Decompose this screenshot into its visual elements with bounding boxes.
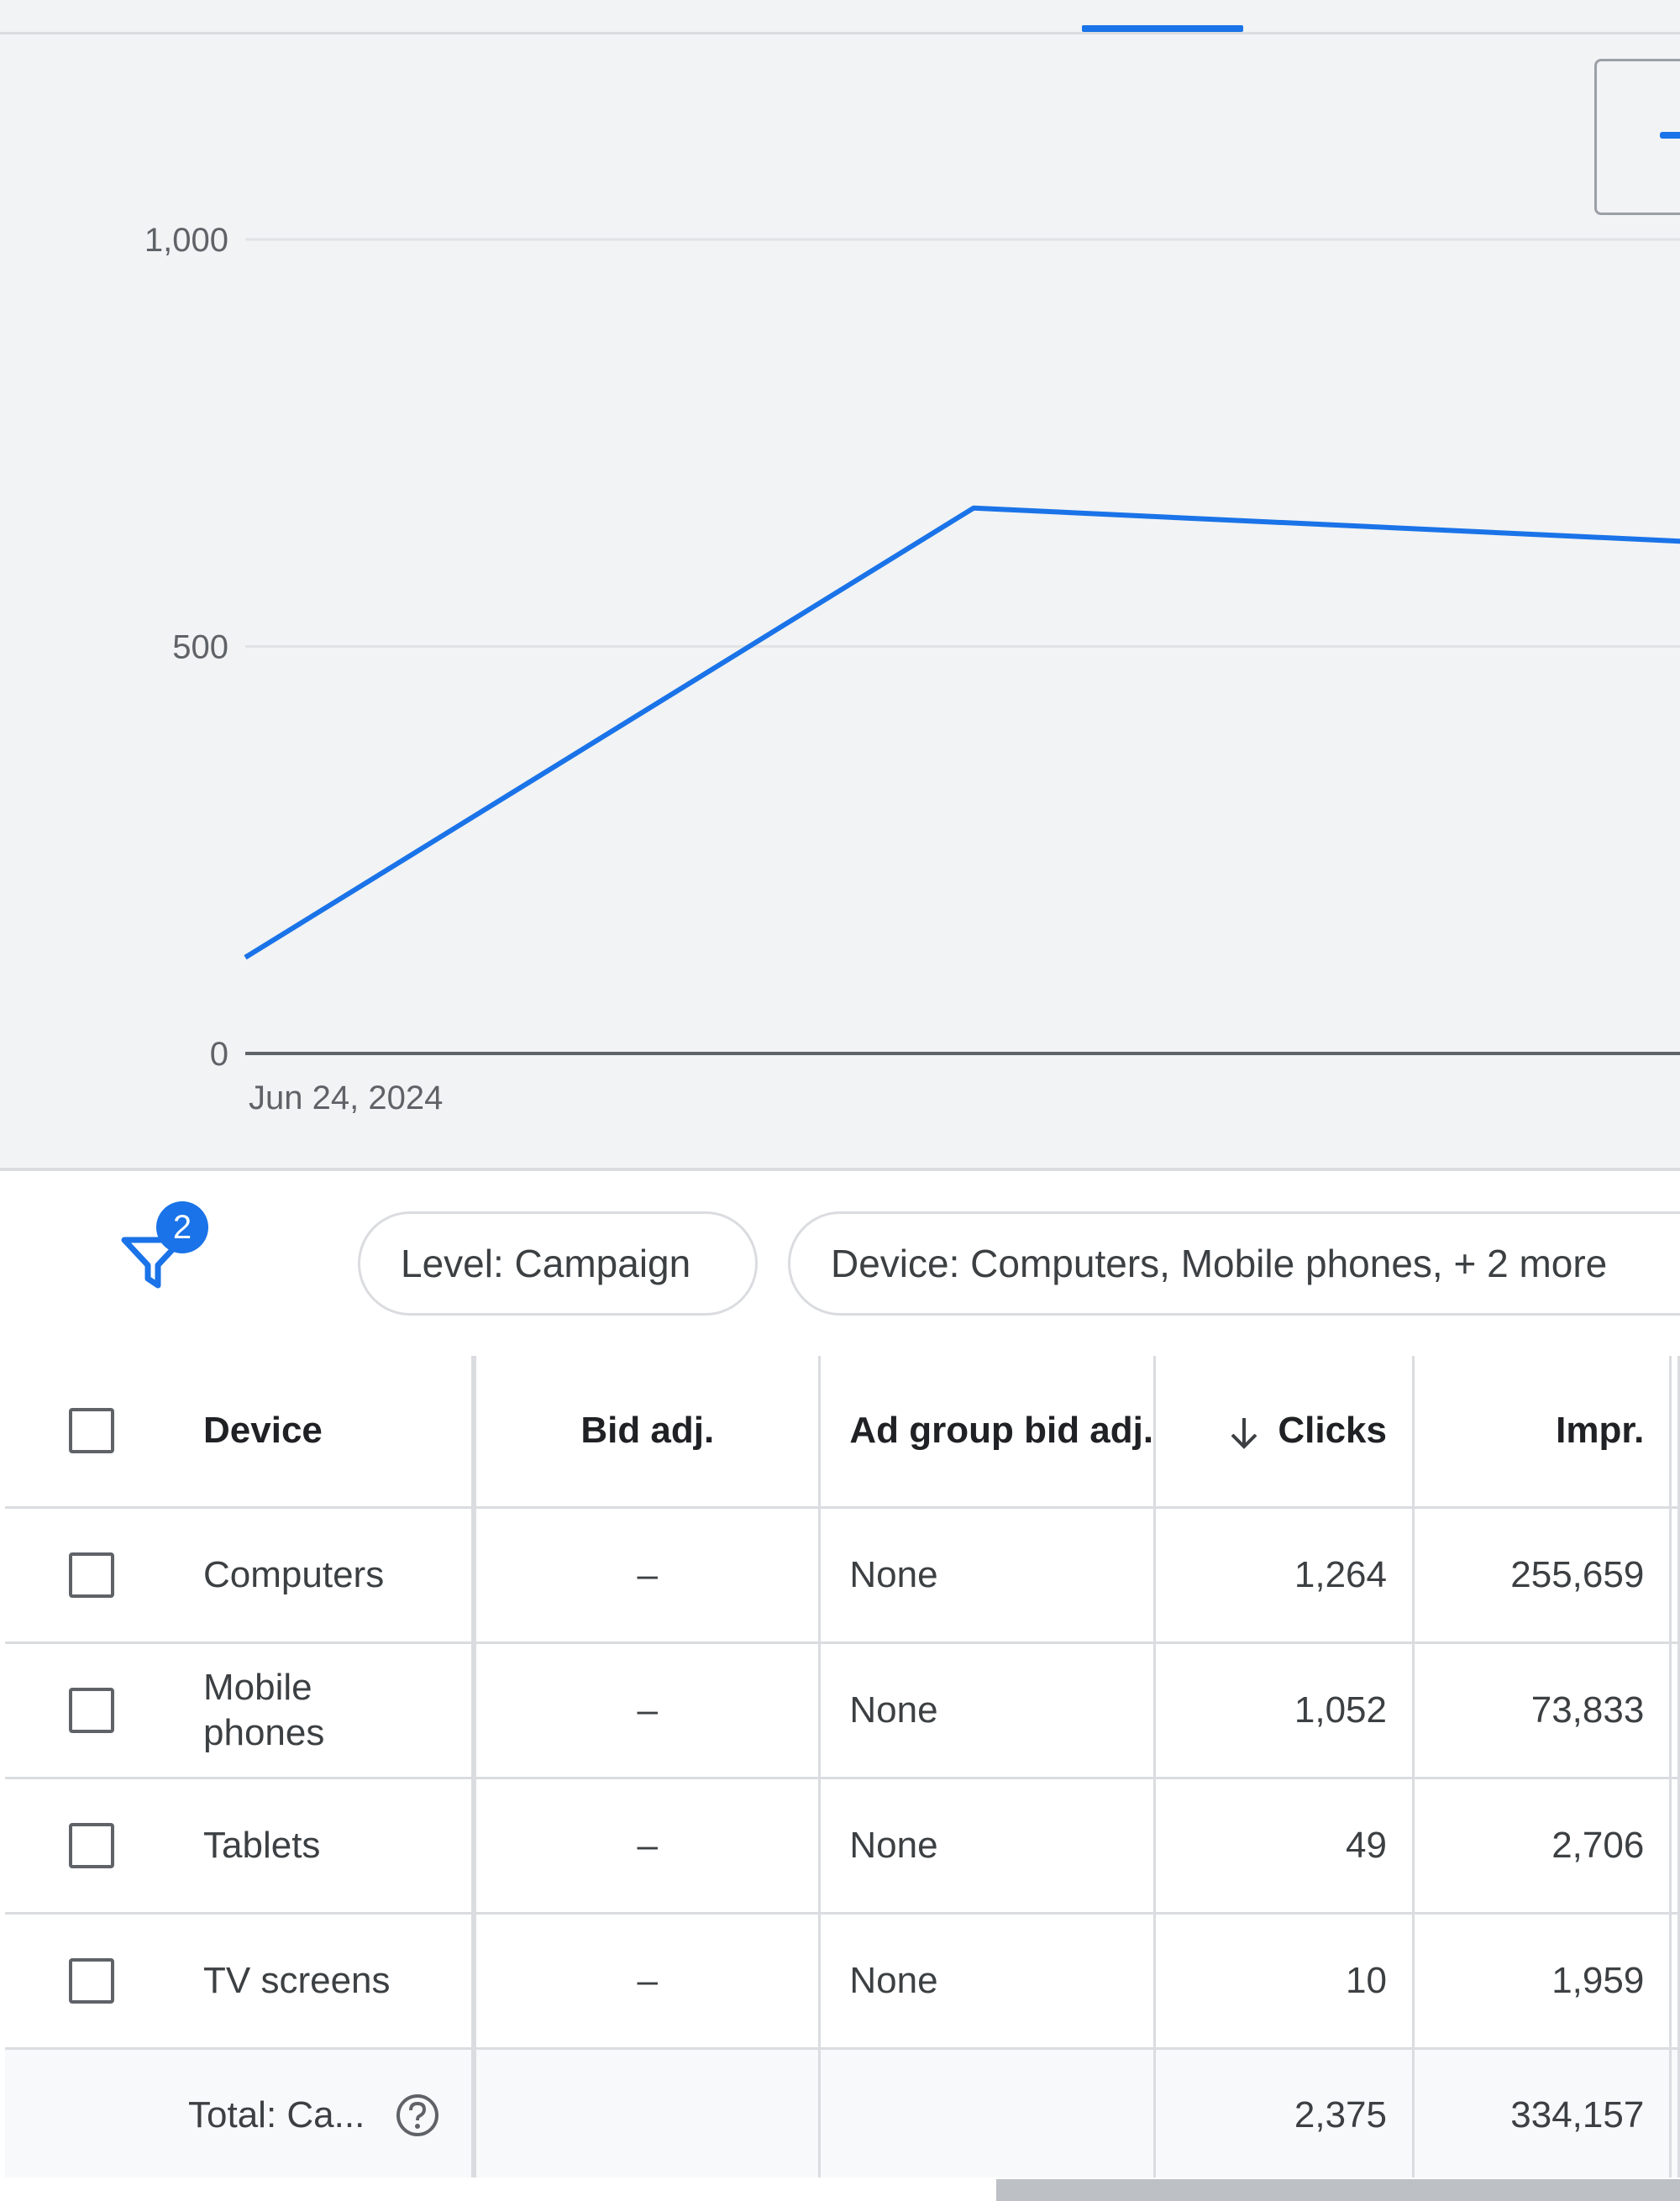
top-divider bbox=[0, 32, 1680, 34]
row-clicks: 10 bbox=[1154, 1913, 1415, 2050]
row-clicks: 49 bbox=[1154, 1778, 1415, 1915]
header-ad-group-bid-adj[interactable]: Ad group bid adj. bbox=[819, 1356, 1157, 1509]
total-ad-group-bid-adj bbox=[819, 2048, 1157, 2184]
row-impr: 255,659 bbox=[1413, 1507, 1672, 1644]
header-clicks-label: Clicks bbox=[1278, 1410, 1387, 1452]
table-row[interactable]: Computers – None 1,264 255,659 bbox=[5, 1507, 1680, 1644]
row-bid-adj[interactable]: – bbox=[471, 1913, 822, 2050]
y-tick-label: 0 bbox=[210, 1036, 228, 1073]
table-row[interactable]: Mobile phones – None 1,052 73,833 bbox=[5, 1642, 1680, 1779]
row-impr: 1,959 bbox=[1413, 1913, 1672, 2050]
total-clicks: 2,375 bbox=[1154, 2048, 1415, 2184]
total-bid-adj bbox=[471, 2048, 822, 2184]
line-chart-svg: 0 500 1,000 Jun 24, 2024 bbox=[144, 222, 1680, 1116]
header-bid-adj[interactable]: Bid adj. bbox=[471, 1356, 822, 1509]
row-impr: 2,706 bbox=[1413, 1778, 1672, 1915]
help-circle-icon[interactable] bbox=[395, 2093, 440, 2138]
row-device: Tablets bbox=[203, 1824, 321, 1866]
total-impr: 334,157 bbox=[1413, 2048, 1672, 2184]
row-checkbox[interactable] bbox=[69, 1822, 114, 1868]
total-label: Total: Ca... bbox=[188, 2094, 365, 2135]
arrow-down-icon bbox=[1231, 1417, 1257, 1449]
row-clicks: 1,052 bbox=[1154, 1642, 1415, 1779]
row-device: Mobile phones bbox=[203, 1666, 325, 1753]
row-more bbox=[1670, 1642, 1680, 1779]
device-table: Device Bid adj. Ad group bid adj. Clicks… bbox=[5, 1356, 1680, 2184]
table-row[interactable]: TV screens – None 10 1,959 bbox=[5, 1913, 1680, 2050]
row-ad-group-bid-adj: None bbox=[819, 1913, 1157, 2050]
total-more bbox=[1670, 2048, 1680, 2184]
row-more bbox=[1670, 1507, 1680, 1644]
legend-series-swatch bbox=[1660, 132, 1680, 139]
header-more bbox=[1670, 1356, 1680, 1509]
row-bid-adj[interactable]: – bbox=[471, 1507, 822, 1644]
row-ad-group-bid-adj: None bbox=[819, 1507, 1157, 1644]
header-device[interactable]: Device bbox=[5, 1356, 475, 1509]
y-tick-label: 500 bbox=[172, 629, 228, 666]
row-clicks: 1,264 bbox=[1154, 1507, 1415, 1644]
row-bid-adj[interactable]: – bbox=[471, 1642, 822, 1779]
chart-divider bbox=[0, 1168, 1680, 1171]
filter-chip-device[interactable]: Device: Computers, Mobile phones, + 2 mo… bbox=[788, 1211, 1680, 1316]
x-tick-label: Jun 24, 2024 bbox=[249, 1079, 443, 1116]
select-all-checkbox[interactable] bbox=[69, 1408, 114, 1454]
row-device: Computers bbox=[203, 1553, 385, 1595]
active-tab-indicator bbox=[1082, 25, 1243, 32]
series-line bbox=[244, 505, 1680, 960]
header-device-label: Device bbox=[203, 1410, 323, 1452]
row-device: TV screens bbox=[203, 1959, 391, 2001]
row-checkbox[interactable] bbox=[69, 1687, 114, 1733]
horizontal-scrollbar-thumb[interactable] bbox=[996, 2179, 1680, 2201]
chart-legend[interactable] bbox=[1594, 59, 1680, 215]
y-tick-label: 1,000 bbox=[144, 222, 228, 259]
header-clicks[interactable]: Clicks bbox=[1154, 1356, 1415, 1509]
header-impr[interactable]: Impr. bbox=[1413, 1356, 1672, 1509]
table-row[interactable]: Tablets – None 49 2,706 bbox=[5, 1778, 1680, 1915]
row-ad-group-bid-adj: None bbox=[819, 1778, 1157, 1915]
row-bid-adj[interactable]: – bbox=[471, 1778, 822, 1915]
total-row: Total: Ca... 2,375 334,157 bbox=[5, 2048, 1680, 2184]
performance-chart: 0 500 1,000 Jun 24, 2024 bbox=[0, 34, 1680, 1168]
row-impr: 73,833 bbox=[1413, 1642, 1672, 1779]
filter-count-badge: 2 bbox=[156, 1201, 208, 1253]
row-more bbox=[1670, 1913, 1680, 2050]
row-checkbox[interactable] bbox=[69, 1957, 114, 2004]
filter-chip-level[interactable]: Level: Campaign bbox=[358, 1211, 758, 1316]
table-header-row: Device Bid adj. Ad group bid adj. Clicks… bbox=[5, 1356, 1680, 1509]
row-more bbox=[1670, 1778, 1680, 1915]
row-ad-group-bid-adj: None bbox=[819, 1642, 1157, 1779]
row-checkbox[interactable] bbox=[69, 1552, 114, 1598]
